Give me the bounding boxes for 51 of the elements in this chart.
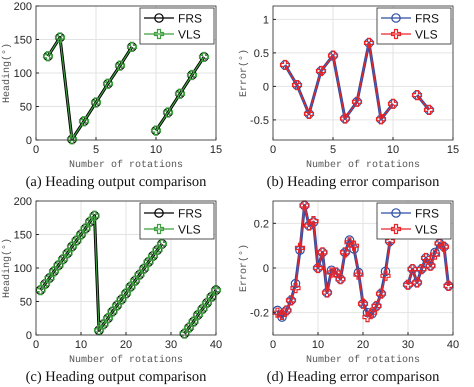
text: (a) Heading output comparison: [26, 174, 208, 190]
y-tick-label: 0: [262, 81, 269, 94]
x-tick-label: 10: [74, 339, 88, 351]
x-axis-title: Number of rotations: [306, 159, 420, 171]
y-axis-title: Heading(°): [1, 42, 13, 104]
x-tick-label: 40: [210, 339, 222, 351]
y-tick-label: 1: [262, 14, 269, 26]
y-tick-label: 100: [14, 263, 32, 275]
x-tick-label: 10: [150, 144, 162, 156]
legend-label: VLS: [415, 222, 438, 236]
y-tick-label: 150: [14, 230, 32, 242]
y-tick-label: 50: [20, 102, 32, 114]
text: (d) Heading error comparison: [266, 369, 440, 385]
x-tick-label: 5: [330, 144, 336, 156]
x-axis-title: Number of rotations: [68, 159, 184, 171]
y-tick-label: 0: [26, 330, 32, 342]
y-tick-label: 0: [262, 263, 269, 275]
y-tick-label: -0.2: [250, 308, 269, 320]
legend-label: VLS: [178, 222, 201, 236]
y-tick-label: 150: [14, 34, 32, 46]
y-tick-label: -0.5: [250, 114, 269, 127]
y-tick-label: 100: [14, 68, 32, 80]
x-tick-label: 5: [92, 144, 100, 156]
x-axis-title: Number of rotations: [68, 354, 184, 366]
x-tick-label: 40: [446, 339, 460, 351]
x-axis-title: Number of rotations: [306, 354, 420, 366]
legend-label: VLS: [178, 28, 201, 42]
legend-label: FRS: [415, 206, 439, 220]
x-tick-label: 10: [386, 144, 400, 156]
x-tick-label: 20: [356, 339, 370, 351]
x-tick-label: 15: [446, 144, 460, 156]
x-tick-label: 30: [402, 339, 414, 351]
y-tick-label: 200: [14, 1, 32, 13]
y-axis-title: Error(°): [238, 48, 250, 98]
y-axis-title: Error(°): [238, 244, 250, 292]
x-tick-label: 30: [164, 339, 178, 351]
y-tick-label: 200: [14, 196, 32, 208]
x-tick-label: 10: [312, 339, 324, 351]
x-tick-label: 20: [120, 339, 132, 351]
legend-label: FRS: [415, 12, 439, 26]
y-tick-label: 0: [26, 135, 32, 147]
y-tick-label: 0.2: [254, 218, 269, 230]
legend-label: FRS: [178, 206, 202, 220]
legend-label: VLS: [415, 28, 438, 42]
y-tick-label: 0.5: [254, 48, 269, 60]
legend-label: FRS: [178, 12, 202, 26]
y-tick-label: 50: [20, 296, 32, 308]
text: (c) Heading output comparison: [26, 369, 208, 385]
y-axis-title: Heading(°): [1, 238, 13, 298]
x-tick-label: 15: [210, 144, 222, 156]
text: (b) Heading error comparison: [266, 174, 440, 190]
